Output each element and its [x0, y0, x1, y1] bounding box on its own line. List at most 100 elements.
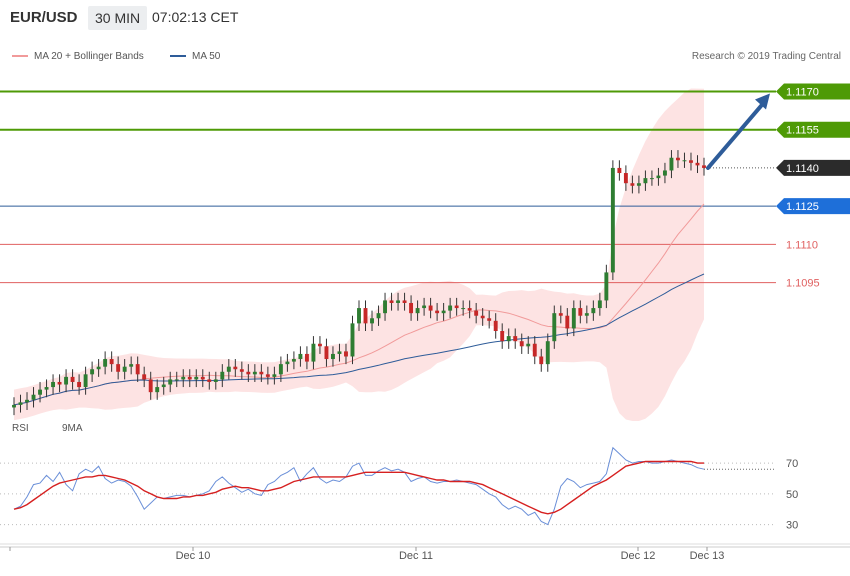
candle: [213, 371, 218, 390]
candle-body: [324, 346, 329, 360]
rsi-tick-50: 50: [786, 489, 798, 501]
candle: [409, 295, 414, 321]
candle-body: [174, 379, 179, 381]
candle: [109, 351, 114, 372]
candle-body: [591, 308, 596, 314]
candle-body: [584, 313, 589, 316]
candle-body: [122, 366, 127, 372]
candle: [155, 379, 160, 400]
ma50-line: [13, 273, 705, 406]
candle-body: [578, 308, 583, 316]
candle: [448, 297, 453, 319]
candle-body: [278, 364, 283, 375]
candle-body: [558, 313, 563, 316]
candle: [83, 366, 88, 395]
candle-body: [38, 389, 42, 395]
candle-body: [298, 353, 303, 360]
candle: [662, 162, 667, 184]
candle: [233, 359, 238, 377]
legend-bollinger-label: MA 20 + Bollinger Bands: [34, 51, 144, 62]
candle: [220, 364, 225, 388]
candle: [402, 292, 407, 311]
candle: [506, 328, 511, 349]
candle-body: [649, 178, 654, 180]
candle-body: [103, 359, 108, 367]
candle-body: [623, 173, 628, 184]
candle: [480, 308, 485, 326]
candle-body: [597, 300, 602, 309]
candle: [545, 333, 550, 372]
symbol-label: EUR/USD: [10, 9, 78, 26]
candle-body: [70, 376, 75, 382]
chart-header: EUR/USD 30 MIN 07:02:13 CET: [0, 0, 850, 38]
candle-body: [448, 305, 453, 311]
level-tag-1.1140: [776, 159, 850, 176]
candle: [90, 361, 95, 382]
level-label-1.1095: 1.1095: [786, 278, 820, 290]
candle-body: [213, 379, 218, 382]
candle-body: [454, 305, 459, 309]
candle: [441, 302, 446, 321]
candle-body: [402, 300, 407, 303]
candle-body: [702, 165, 706, 168]
candle: [272, 366, 277, 385]
candle-body: [220, 371, 225, 380]
candle: [226, 359, 231, 380]
candle: [454, 297, 459, 316]
candle: [669, 150, 674, 179]
candle: [96, 359, 101, 377]
candle: [259, 364, 264, 382]
candle: [239, 361, 244, 380]
candle-body: [656, 175, 661, 179]
candle: [526, 336, 531, 354]
candle: [643, 170, 648, 191]
candle: [57, 374, 62, 393]
candle: [278, 356, 283, 382]
candle: [435, 302, 440, 321]
candle-body: [311, 343, 316, 362]
candle: [64, 369, 69, 393]
candle-body: [18, 402, 23, 405]
candle-body: [383, 300, 387, 314]
candle-body: [116, 364, 121, 372]
candle-body: [545, 341, 550, 365]
candle: [337, 343, 342, 362]
candle: [161, 376, 166, 395]
legend-ma50: MA 50: [170, 51, 220, 62]
candle-body: [51, 381, 56, 388]
candle-body: [83, 374, 88, 388]
candle: [656, 167, 661, 186]
candle-body: [285, 361, 290, 365]
candle-body: [513, 336, 518, 342]
candle-body: [259, 371, 264, 375]
candle-body: [474, 310, 479, 316]
candle: [597, 292, 602, 316]
candle: [422, 297, 427, 316]
candle-body: [610, 167, 615, 273]
candle-body: [643, 178, 648, 184]
candle-body: [239, 369, 244, 372]
rsi-tick-70: 70: [786, 458, 798, 470]
candle-body: [695, 162, 700, 166]
candle-body: [415, 308, 420, 314]
candle-body: [168, 379, 173, 385]
candle-body: [252, 371, 257, 375]
candle: [70, 369, 75, 390]
candle-body: [370, 318, 374, 324]
candle: [552, 305, 557, 349]
candle-body: [344, 351, 348, 357]
candle: [116, 356, 121, 380]
candle-body: [207, 379, 212, 382]
candle: [578, 300, 583, 324]
candle: [12, 397, 16, 416]
legend-rsi-ma: 9MA: [62, 423, 83, 434]
interval-button[interactable]: 30 MIN: [88, 6, 148, 30]
candle-body: [12, 404, 16, 408]
candle-body: [526, 343, 531, 347]
x-tick-label: Dec 12: [621, 550, 656, 562]
candle: [487, 310, 492, 329]
candle: [376, 305, 381, 326]
level-label-1.1170: 1.1170: [786, 86, 819, 98]
candle: [519, 333, 524, 354]
